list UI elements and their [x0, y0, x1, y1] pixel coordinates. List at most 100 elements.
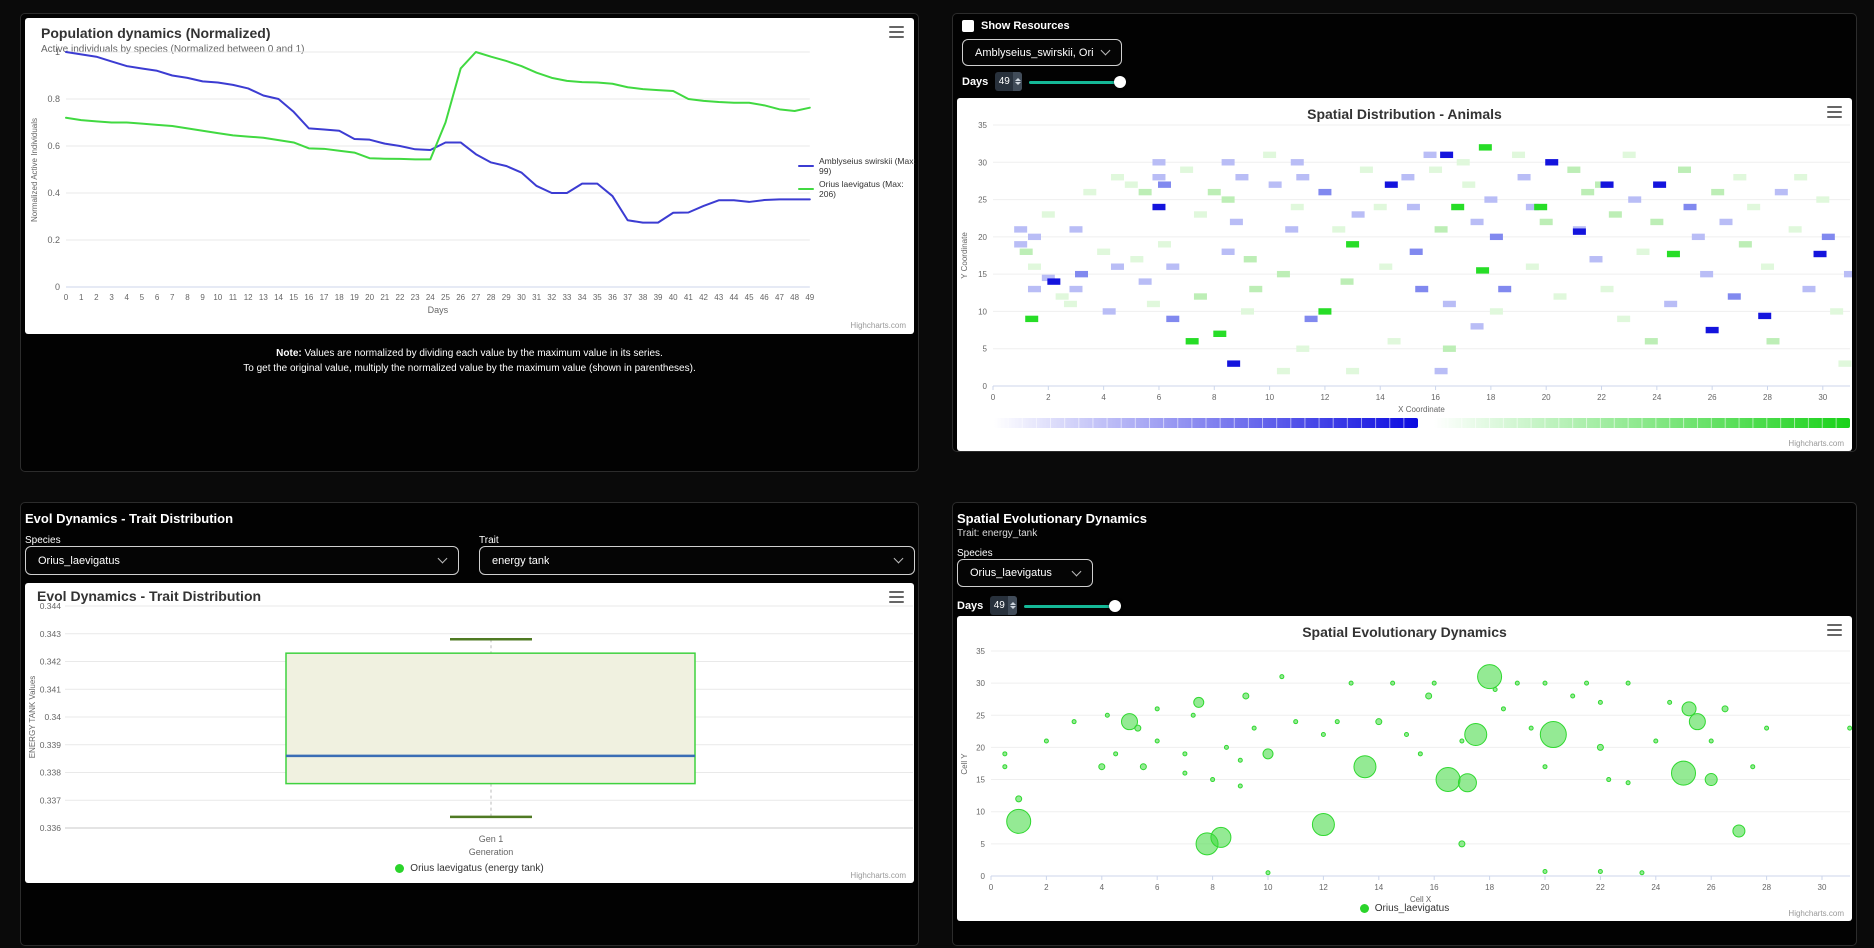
species-dropdown[interactable]: Amblyseius_swirskii, Orius_laevigatus	[962, 39, 1122, 66]
heatmap-cell	[1581, 188, 1595, 196]
highcharts-credit[interactable]: Highcharts.com	[850, 871, 906, 880]
heatmap-cell	[1276, 270, 1290, 278]
heatmap-cell	[1644, 338, 1658, 345]
heatmap-cell	[1110, 263, 1124, 270]
heatmap-cell	[1691, 233, 1705, 241]
days-slider[interactable]	[1024, 599, 1122, 612]
bubble	[1671, 760, 1696, 786]
days-number-input[interactable]: 49	[990, 596, 1018, 615]
box	[285, 652, 696, 785]
svg-text:9: 9	[200, 293, 205, 302]
slider-thumb[interactable]	[1114, 75, 1127, 88]
heatmap-cell	[1055, 293, 1069, 300]
species-dropdown[interactable]: Orius_laevigatus	[957, 559, 1093, 587]
svg-text:24: 24	[1651, 883, 1660, 892]
trait-dropdown-value: energy tank	[492, 554, 550, 567]
heatmap-cell	[1572, 228, 1586, 235]
number-spinner-icon[interactable]	[1013, 72, 1023, 91]
show-resources-checkbox[interactable]	[962, 20, 974, 32]
chart-menu-icon[interactable]	[1827, 106, 1842, 118]
chart-menu-icon[interactable]	[889, 26, 904, 38]
heatmap-cell	[1166, 315, 1180, 323]
svg-text:0: 0	[991, 393, 996, 402]
svg-text:Normalized Active Individuals: Normalized Active Individuals	[30, 118, 39, 222]
chart-menu-icon[interactable]	[889, 591, 904, 603]
heatmap-cell	[1462, 181, 1476, 188]
svg-text:18: 18	[335, 293, 344, 302]
bubble	[1492, 687, 1498, 693]
svg-text:49: 49	[805, 293, 814, 302]
series-swatch	[798, 164, 814, 168]
heatmap-cell	[1276, 367, 1290, 375]
heatmap-cell	[1401, 174, 1415, 181]
heatmap-cell	[1359, 166, 1373, 173]
svg-text:0.344: 0.344	[40, 601, 62, 611]
show-resources-control[interactable]: Show Resources	[962, 20, 1070, 32]
heatmap-cell	[1456, 159, 1470, 166]
bubble	[1311, 813, 1335, 837]
heatmap-cell	[1221, 248, 1235, 255]
trait-dropdown[interactable]: energy tank	[479, 546, 915, 575]
legend-item[interactable]: Amblyseius swirskii (Max: 99)	[798, 156, 916, 176]
days-slider[interactable]	[1029, 75, 1127, 88]
species-field-label: Species	[957, 548, 993, 559]
highcharts-credit[interactable]: Highcharts.com	[850, 321, 906, 330]
spatial-distribution-card: Show Resources Amblyseius_swirskii, Oriu…	[952, 13, 1857, 452]
bubble	[1764, 725, 1770, 731]
slider-thumb[interactable]	[1109, 599, 1122, 612]
svg-text:8: 8	[185, 293, 190, 302]
heatmap-cell	[1423, 151, 1437, 159]
svg-text:18: 18	[1486, 393, 1495, 402]
bubble-legend[interactable]: Orius_laevigatus	[957, 903, 1852, 914]
bubble	[1528, 725, 1534, 731]
heatmap-cell	[1249, 285, 1263, 293]
bubble	[1606, 777, 1612, 783]
svg-text:20: 20	[1541, 883, 1550, 892]
days-number-input[interactable]: 49	[995, 72, 1023, 91]
svg-text:38: 38	[638, 293, 647, 302]
svg-text:21: 21	[380, 293, 389, 302]
heatmap-cell	[1636, 248, 1650, 255]
heatmap-cell	[1102, 308, 1116, 315]
chart-title: Spatial Distribution - Animals	[1307, 106, 1502, 122]
bubble	[1104, 712, 1110, 718]
svg-text:43: 43	[714, 293, 723, 302]
heatmap-cell	[1075, 270, 1089, 278]
svg-text:0.339: 0.339	[40, 740, 62, 750]
bubble	[1681, 701, 1697, 717]
boxplot-legend[interactable]: Orius laevigatus (energy tank)	[25, 863, 914, 874]
bubble	[1334, 719, 1340, 725]
heatmap-cell	[1774, 188, 1788, 196]
chart-menu-icon[interactable]	[1827, 624, 1842, 636]
svg-text:31: 31	[532, 293, 541, 302]
bubble	[1732, 824, 1746, 838]
svg-text:2: 2	[94, 293, 99, 302]
svg-text:8: 8	[1212, 393, 1217, 402]
heatmap-cell	[1296, 174, 1310, 181]
heatmap-cell	[1843, 270, 1852, 278]
spatial-animals-chart: Spatial Distribution - Animals 0 5 10 15 20 2…	[957, 98, 1852, 451]
heatmap-cell	[1069, 285, 1083, 293]
bubble	[1477, 664, 1503, 690]
heatmap-cell	[1567, 166, 1581, 173]
bubble	[1639, 870, 1645, 876]
slider-track[interactable]	[1029, 80, 1127, 84]
days-control: Days 49	[957, 596, 1122, 615]
number-spinner-icon[interactable]	[1008, 596, 1018, 615]
days-label: Days	[962, 75, 989, 88]
legend-item[interactable]: Orius laevigatus (Max: 206)	[798, 179, 916, 199]
heatmap-cell	[1027, 285, 1041, 293]
heatmap-cell	[1014, 241, 1028, 248]
bubble	[1375, 718, 1383, 726]
highcharts-credit[interactable]: Highcharts.com	[1788, 439, 1844, 448]
heatmap-cell	[1442, 345, 1456, 352]
species-dropdown[interactable]: Orius_laevigatus	[25, 546, 459, 575]
svg-text:Generation: Generation	[469, 847, 514, 857]
species-field-label: Species	[25, 535, 61, 546]
highcharts-credit[interactable]: Highcharts.com	[1788, 909, 1844, 918]
heatmap-cell	[1409, 248, 1423, 255]
section-header: Evol Dynamics - Trait Distribution	[25, 511, 234, 526]
slider-track[interactable]	[1024, 604, 1122, 608]
